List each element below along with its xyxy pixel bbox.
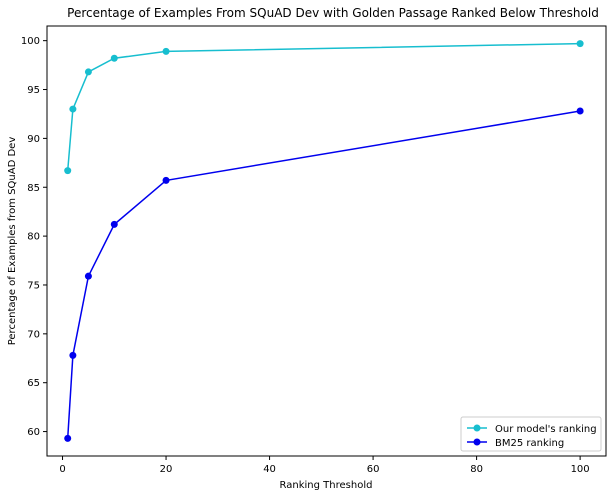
y-tick-label: 75 xyxy=(27,280,40,291)
y-axis-ticks: 60 65 70 75 80 85 90 95 100 xyxy=(21,36,47,438)
legend-box xyxy=(460,416,602,452)
x-tick-label: 60 xyxy=(367,464,380,475)
x-axis-ticks: 0 20 40 60 80 100 xyxy=(59,456,590,475)
legend-marker-our-model xyxy=(473,424,481,432)
legend-marker-bm25 xyxy=(473,438,481,446)
x-tick-label: 0 xyxy=(59,464,65,475)
series-layer xyxy=(64,40,584,442)
legend-label-our-model: Our model's ranking xyxy=(495,424,597,435)
data-point-bm25 xyxy=(64,434,72,442)
x-tick-label: 40 xyxy=(263,464,276,475)
data-point-our-model xyxy=(162,47,170,55)
legend-label-bm25: BM25 ranking xyxy=(495,438,564,449)
x-axis-label: Ranking Threshold xyxy=(280,480,373,491)
data-point-bm25 xyxy=(110,220,118,228)
y-tick-label: 80 xyxy=(27,232,40,243)
x-tick-label: 100 xyxy=(571,464,590,475)
data-point-our-model xyxy=(69,105,77,113)
legend: Our model's ranking BM25 ranking xyxy=(460,416,602,452)
data-point-bm25 xyxy=(162,176,170,184)
data-point-our-model xyxy=(64,167,72,175)
data-point-our-model xyxy=(84,68,92,76)
series-line-our-model xyxy=(66,42,581,171)
series-line-bm25 xyxy=(66,110,581,439)
data-point-bm25 xyxy=(84,272,92,280)
plot-area xyxy=(46,25,607,457)
y-tick-label: 90 xyxy=(27,134,40,145)
data-point-bm25 xyxy=(69,351,77,359)
y-tick-label: 70 xyxy=(27,329,40,340)
x-tick-label: 20 xyxy=(160,464,173,475)
data-point-our-model xyxy=(110,54,118,62)
x-tick-label: 80 xyxy=(470,464,483,475)
y-tick-label: 100 xyxy=(21,36,40,47)
y-tick-label: 60 xyxy=(27,427,40,438)
y-tick-label: 95 xyxy=(27,85,40,96)
data-point-bm25 xyxy=(576,107,584,115)
chart-title: Percentage of Examples From SQuAD Dev wi… xyxy=(67,6,599,20)
y-tick-label: 85 xyxy=(27,183,40,194)
y-axis-label: Percentage of Examples from SQuAD Dev xyxy=(7,137,18,346)
y-tick-label: 65 xyxy=(27,378,40,389)
data-point-our-model xyxy=(576,40,584,48)
